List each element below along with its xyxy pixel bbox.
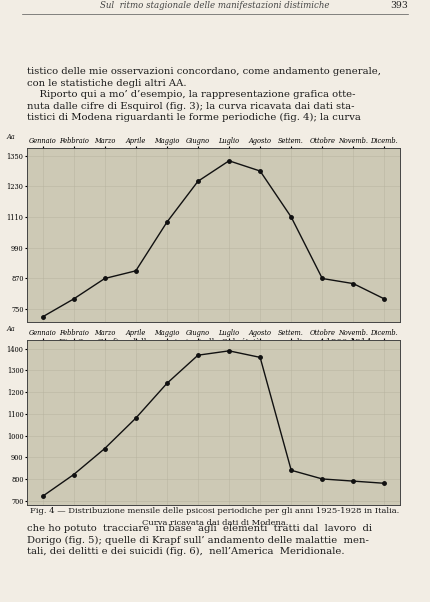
Text: tali, dei delitti e dei suicidi (fig. 6),  nell’America  Meridionale.: tali, dei delitti e dei suicidi (fig. 6)… bbox=[27, 547, 344, 556]
Text: Fig. 4 — Distribuzione mensile delle psicosi periodiche per gli anni 1925-1928 i: Fig. 4 — Distribuzione mensile delle psi… bbox=[31, 507, 399, 527]
Text: Fig. 3 — Grafico delle ammissioni alla Salpétrière  per gli anni 1806-1814
ricav: Fig. 3 — Grafico delle ammissioni alla S… bbox=[59, 338, 371, 358]
Text: che ho potuto  tracciare  in base  agli  elementi  tratti dal  lavoro  di: che ho potuto tracciare in base agli ele… bbox=[27, 524, 372, 533]
Text: Dorigo (fig. 5); quelle di Krapf sull’ andamento delle malattie  men-: Dorigo (fig. 5); quelle di Krapf sull’ a… bbox=[27, 536, 369, 545]
Text: Riporto qui a mo’ d’esempio, la rappresentazione grafica otte-: Riporto qui a mo’ d’esempio, la rapprese… bbox=[27, 90, 356, 99]
Text: nuta dalle cifre di Esquirol (fig. 3); la curva ricavata dai dati sta-: nuta dalle cifre di Esquirol (fig. 3); l… bbox=[27, 102, 354, 111]
Text: Aa: Aa bbox=[6, 326, 15, 334]
Text: tistici di Modena riguardanti le forme periodiche (fig. 4); la curva: tistici di Modena riguardanti le forme p… bbox=[27, 113, 361, 122]
Text: Sul  ritmo stagionale delle manifestazioni distimiche: Sul ritmo stagionale delle manifestazion… bbox=[100, 1, 330, 10]
Text: 393: 393 bbox=[390, 1, 408, 10]
Text: con le statistiche degli altri AA.: con le statistiche degli altri AA. bbox=[27, 78, 187, 87]
Text: Aa: Aa bbox=[6, 133, 15, 141]
Text: tistico delle mie osservazioni concordano, come andamento generale,: tistico delle mie osservazioni concordan… bbox=[27, 67, 381, 76]
